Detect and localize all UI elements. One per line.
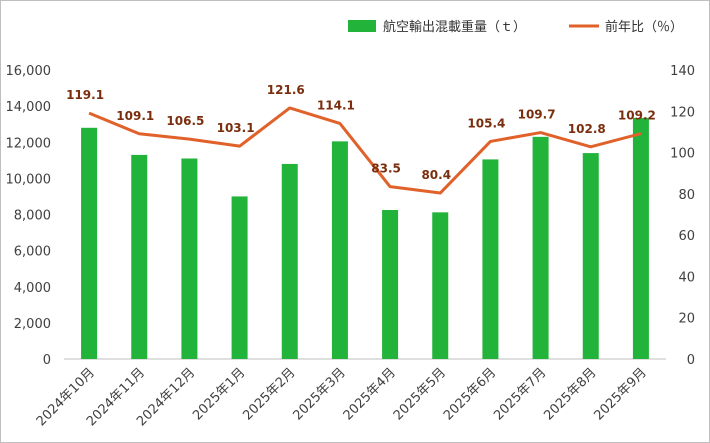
data-label: 83.5: [371, 162, 401, 176]
legend-label-bar: 航空輸出混載重量（ｔ）: [383, 19, 526, 35]
x-axis-tick-label: 2025年5月: [391, 365, 449, 423]
x-axis-tick-label: 2025年6月: [441, 365, 499, 423]
data-label: 121.6: [267, 83, 305, 97]
bar: [81, 127, 98, 359]
right-axis-tick-label: 80: [678, 188, 695, 203]
x-axis-tick-label: 2025年1月: [190, 365, 248, 423]
x-axis-tick-label: 2025年2月: [240, 365, 298, 423]
bar: [382, 209, 399, 359]
x-axis-tick-label: 2025年7月: [491, 365, 549, 423]
x-axis-tick-label: 2025年8月: [541, 365, 599, 423]
data-label: 109.7: [518, 108, 556, 122]
left-axis-tick-label: 8,000: [14, 209, 51, 224]
plot-area: 0 2,000 4,000 6,000 8,000 10,000 12,000 14,000 1…: [6, 64, 696, 429]
data-label: 109.1: [116, 109, 154, 123]
data-label: 114.1: [317, 98, 355, 112]
x-axis-tick-label: 2025年4月: [341, 365, 399, 423]
left-axis-tick-label: 14,000: [6, 100, 52, 115]
bar: [131, 154, 148, 359]
bar: [231, 196, 248, 359]
bar: [281, 163, 298, 359]
x-axis-tick-label: 2025年9月: [592, 365, 650, 423]
left-axis-tick-label: 0: [43, 353, 51, 368]
legend-label-line: 前年比（％）: [605, 19, 683, 35]
bar: [181, 158, 198, 359]
right-axis-tick-label: 0: [687, 353, 695, 368]
x-axis-tick-label: 2025年3月: [291, 365, 349, 423]
bar: [432, 212, 449, 359]
right-axis-tick-label: 100: [670, 147, 695, 162]
left-axis-tick-label: 10,000: [6, 172, 52, 187]
right-axis-tick-label: 20: [678, 312, 695, 327]
left-axis-tick-label: 4,000: [14, 281, 51, 296]
bar: [632, 117, 649, 359]
left-axis-tick-label: 2,000: [14, 317, 51, 332]
legend-swatch-bar: [348, 20, 376, 32]
bar: [331, 141, 348, 359]
bar: [532, 136, 549, 359]
right-axis-tick-label: 40: [678, 270, 695, 285]
data-label: 119.1: [66, 88, 104, 102]
data-label: 102.8: [568, 122, 606, 136]
right-axis-tick-label: 60: [678, 229, 695, 244]
data-label: 109.2: [618, 109, 656, 123]
bar: [582, 153, 599, 359]
left-axis-tick-label: 12,000: [6, 136, 52, 151]
data-label: 105.4: [467, 116, 505, 130]
data-label: 80.4: [421, 168, 451, 182]
right-axis-tick-label: 140: [670, 64, 695, 79]
bar: [482, 159, 499, 359]
data-label: 106.5: [166, 114, 204, 128]
line-series: [88, 106, 642, 195]
left-axis-tick-label: 16,000: [6, 64, 52, 79]
right-axis-tick-label: 120: [670, 105, 695, 120]
left-axis-tick-label: 6,000: [14, 245, 51, 260]
data-label: 103.1: [217, 121, 255, 135]
legend: 航空輸出混載重量（ｔ） 前年比（％）: [348, 19, 683, 35]
